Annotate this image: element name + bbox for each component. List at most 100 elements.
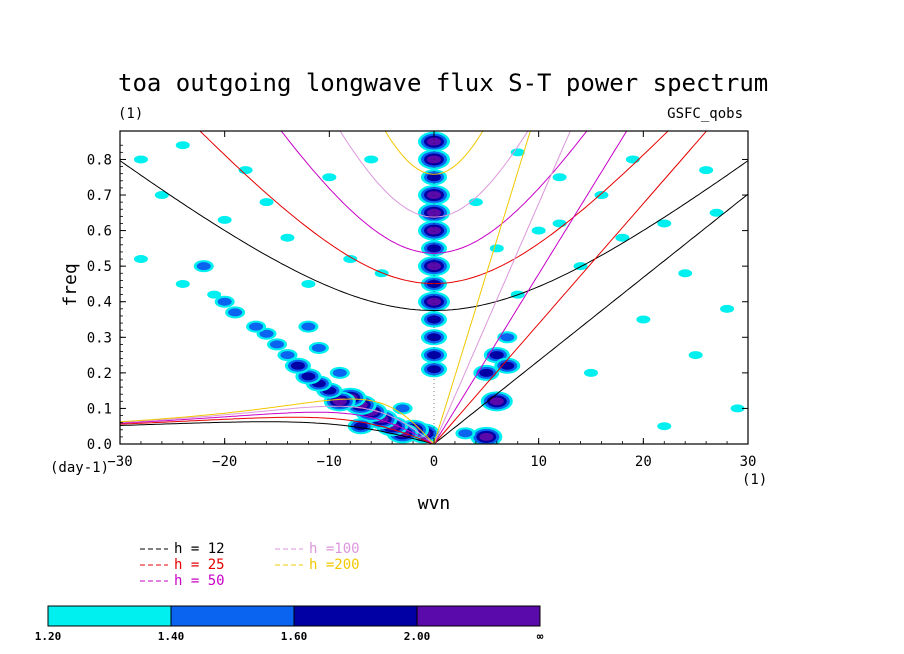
legend-label-0: h = 12 <box>174 541 225 557</box>
contour-blob-75-level-0 <box>584 368 598 377</box>
x-tick-label-5: 20 <box>635 454 652 470</box>
contour-blob-30-level-1 <box>249 322 264 331</box>
contour-blob-61-level-0 <box>510 148 525 157</box>
dispersion-curve-2-branch-2 <box>120 411 435 444</box>
contour-blob-50-level-0 <box>238 166 253 175</box>
x-tick-label-3: 0 <box>430 454 438 470</box>
contour-blob-65-level-0 <box>657 219 672 228</box>
colorbar-label-3: 2.00 <box>404 630 431 643</box>
contour-blob-66-level-0 <box>699 166 714 175</box>
dispersion-curve-0-branch-2 <box>120 421 435 444</box>
legend-label-3: h =100 <box>309 541 360 557</box>
contour-blob-60-level-0 <box>133 255 148 264</box>
contour-blob-22-level-3 <box>332 397 347 406</box>
contour-blob-77-level-0 <box>552 219 567 228</box>
colorbar-segment-2 <box>293 605 418 627</box>
colorbar-segment-1 <box>170 605 295 627</box>
dispersion-curve-1-branch-2 <box>120 416 435 444</box>
contour-blob-41-level-2 <box>479 368 494 377</box>
contour-blob-5-level-3 <box>427 226 441 235</box>
contour-blob-28-level-1 <box>270 340 284 349</box>
x-tick-label-1: −20 <box>212 454 237 470</box>
contour-blob-37-level-2 <box>353 422 368 431</box>
contour-blob-33-level-0 <box>207 290 222 299</box>
contour-blob-13-level-2 <box>427 365 441 374</box>
x-tick-label-4: 10 <box>530 454 547 470</box>
contour-blob-45-level-1 <box>458 429 473 438</box>
contour-blob-7-level-3 <box>427 262 441 271</box>
contour-blob-59-level-0 <box>154 191 169 200</box>
colorbar-label-1: 1.40 <box>158 630 185 643</box>
legend-label-4: h =200 <box>309 557 360 573</box>
contour-blob-57-level-0 <box>301 279 316 288</box>
contour-blob-53-level-0 <box>364 155 379 164</box>
y-tick-label-3: 0.3 <box>87 330 112 346</box>
contour-blob-11-level-2 <box>427 333 441 342</box>
y-tick-label-8: 0.8 <box>87 152 112 168</box>
contour-blob-81-level-0 <box>657 422 672 431</box>
contour-blob-64-level-0 <box>625 155 640 164</box>
legend-label-1: h = 25 <box>174 557 225 573</box>
contour-blob-67-level-0 <box>531 226 546 235</box>
contour-blob-71-level-0 <box>615 233 630 242</box>
contour-blob-26-level-2 <box>290 361 305 370</box>
dispersion-curve-4-branch-2 <box>120 398 435 444</box>
colorbar: 1.20 1.40 1.60 2.00 ∞ <box>35 605 544 643</box>
contour-blob-9-level-3 <box>427 297 441 306</box>
dispersion-curve-3-branch-0 <box>433 131 571 444</box>
legend-label-2: h = 50 <box>174 573 225 589</box>
contour-blob-32-level-1 <box>217 297 232 306</box>
y-tick-label-6: 0.6 <box>87 224 112 240</box>
power-contours <box>133 131 745 444</box>
contour-blob-80-level-0 <box>730 404 745 413</box>
dispersion-curve-3-branch-2 <box>120 405 435 444</box>
contour-blob-2-level-2 <box>427 173 441 182</box>
contour-blob-51-level-0 <box>259 198 274 207</box>
contour-blob-43-level-1 <box>500 333 515 342</box>
contour-blob-34-level-1 <box>301 322 316 331</box>
x-tick-label-0: −30 <box>107 454 132 470</box>
dispersion-curve-0-branch-0 <box>433 193 748 444</box>
contour-blob-31-level-1 <box>228 308 243 317</box>
contour-blob-55-level-0 <box>343 255 358 264</box>
y-tick-label-4: 0.4 <box>87 295 112 311</box>
contour-blob-36-level-1 <box>332 368 347 377</box>
chart-title: toa outgoing longwave flux S-T power spe… <box>118 69 768 97</box>
y-tick-label-1: 0.1 <box>87 401 112 417</box>
contour-blob-25-level-2 <box>301 372 316 381</box>
dispersion-curve-2-branch-0 <box>433 131 628 444</box>
y-tick-label-5: 0.5 <box>87 259 112 275</box>
dispersion-curve-4-branch-0 <box>433 131 531 444</box>
contour-blob-0-level-3 <box>427 137 441 146</box>
x-tick-label-6: 30 <box>740 454 757 470</box>
colorbar-end-label: ∞ <box>537 630 544 643</box>
contour-blob-6-level-2 <box>427 244 441 253</box>
contour-blob-4-level-3 <box>427 208 441 217</box>
contour-blob-29-level-1 <box>259 329 274 338</box>
contour-blob-72-level-0 <box>678 269 693 278</box>
dispersion-curve-1-branch-0 <box>433 131 708 444</box>
y-tick-label-0: 0.0 <box>87 437 112 453</box>
colorbar-label-2: 1.60 <box>281 630 308 643</box>
contour-blob-46-level-1 <box>196 262 211 271</box>
colorbar-segment-0 <box>47 605 172 627</box>
y-tick-label-7: 0.7 <box>87 188 112 204</box>
contour-blob-62-level-0 <box>552 173 567 182</box>
contour-blob-40-level-3 <box>489 397 504 406</box>
axis-ticks: −30 −20 −10 0 10 20 30 0.0 0.1 0.2 0.3 0.4 0.5 0.6 0.7… <box>87 131 757 470</box>
colorbar-label-0: 1.20 <box>35 630 62 643</box>
x-unit-label: (1) <box>742 472 767 488</box>
chart-subtitle-right: GSFC_qobs <box>667 106 743 122</box>
chart-subtitle-left: (1) <box>118 106 143 122</box>
y-axis-label: freq <box>60 263 81 306</box>
y-unit-label: (day-1) <box>50 460 109 476</box>
dispersion-curve-4-branch-1 <box>384 131 484 175</box>
y-tick-label-2: 0.2 <box>87 366 112 382</box>
contour-blob-47-level-0 <box>175 279 190 288</box>
x-axis-label: wvn <box>418 493 451 514</box>
contour-blob-38-level-1 <box>395 404 410 413</box>
contour-blob-73-level-0 <box>720 304 735 313</box>
contour-blob-49-level-0 <box>175 141 190 150</box>
